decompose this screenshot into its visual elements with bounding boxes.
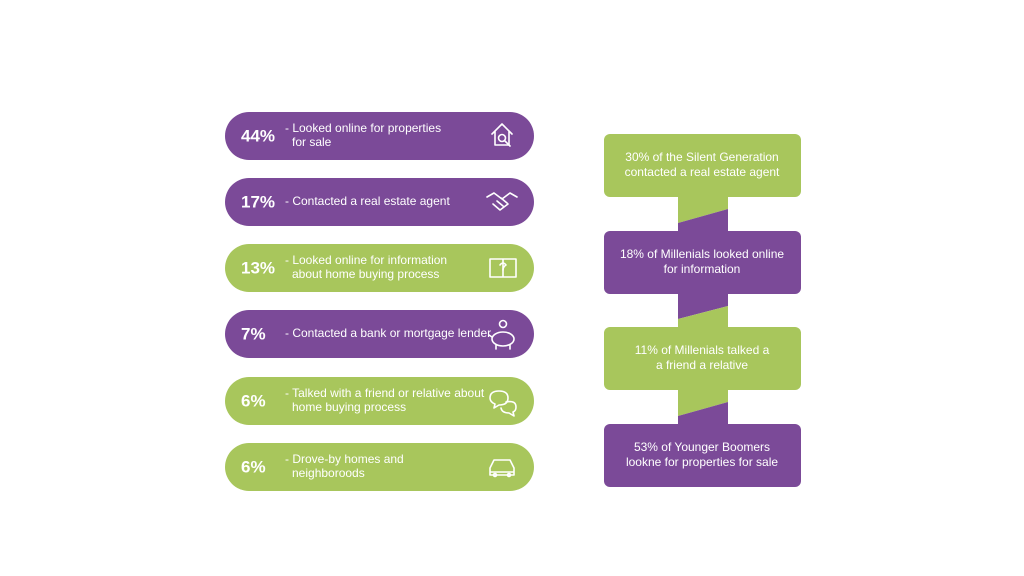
- stat-label: - Looked online for properties: [285, 121, 441, 135]
- block-text: 11% of Millenials talked a: [635, 343, 770, 357]
- stat-label: - Contacted a real estate agent: [285, 194, 450, 208]
- handshake-icon: [486, 192, 518, 211]
- puzzle-connector: [678, 195, 728, 223]
- puzzle-connector: [678, 209, 728, 233]
- stat-label: - Looked online for information: [285, 253, 447, 267]
- puzzle-block: [604, 134, 801, 197]
- block-text: 18% of Millenials looked online: [620, 247, 784, 261]
- chat-icon: [489, 390, 517, 417]
- car-icon: [489, 459, 515, 478]
- stat-percent: 6%: [241, 391, 266, 410]
- book-icon: [489, 258, 517, 278]
- block-text: 53% of Younger Boomers: [634, 440, 770, 454]
- puzzle-block: [604, 231, 801, 294]
- stat-label: - Talked with a friend or relative about: [285, 386, 485, 400]
- piggy-bank-icon: [488, 319, 515, 350]
- stat-pill: [225, 443, 534, 491]
- stat-percent: 17%: [241, 192, 275, 211]
- stat-label: for sale: [292, 135, 332, 149]
- puzzle-block: [604, 327, 801, 390]
- stat-percent: 44%: [241, 126, 275, 145]
- puzzle-connector: [678, 388, 728, 416]
- stat-label: - Drove-by homes and: [285, 452, 404, 466]
- stat-percent: 7%: [241, 324, 266, 343]
- stat-pill: [225, 244, 534, 292]
- block-text: lookne for properties for sale: [626, 455, 778, 469]
- stat-label: home buying process: [292, 400, 406, 414]
- block-text: contacted a real estate agent: [625, 165, 780, 179]
- house-search-icon: [491, 123, 513, 147]
- puzzle-block: [604, 424, 801, 487]
- puzzle-connector: [678, 402, 728, 426]
- stat-percent: 6%: [241, 457, 266, 476]
- stat-label: about home buying process: [292, 267, 439, 281]
- stat-pill: [225, 112, 534, 160]
- stat-label: neighboroods: [292, 466, 365, 480]
- stat-pill: [225, 310, 534, 358]
- block-text: a friend a relative: [656, 358, 748, 372]
- puzzle-connector: [678, 306, 728, 329]
- stat-percent: 13%: [241, 258, 275, 277]
- puzzle-connector: [678, 292, 728, 319]
- stat-label: - Contacted a bank or mortgage lender: [285, 326, 491, 340]
- stat-pill: [225, 178, 534, 226]
- stat-pill: [225, 377, 534, 425]
- icons: [486, 123, 518, 478]
- block-text: for information: [664, 262, 741, 276]
- block-text: 30% of the Silent Generation: [625, 150, 778, 164]
